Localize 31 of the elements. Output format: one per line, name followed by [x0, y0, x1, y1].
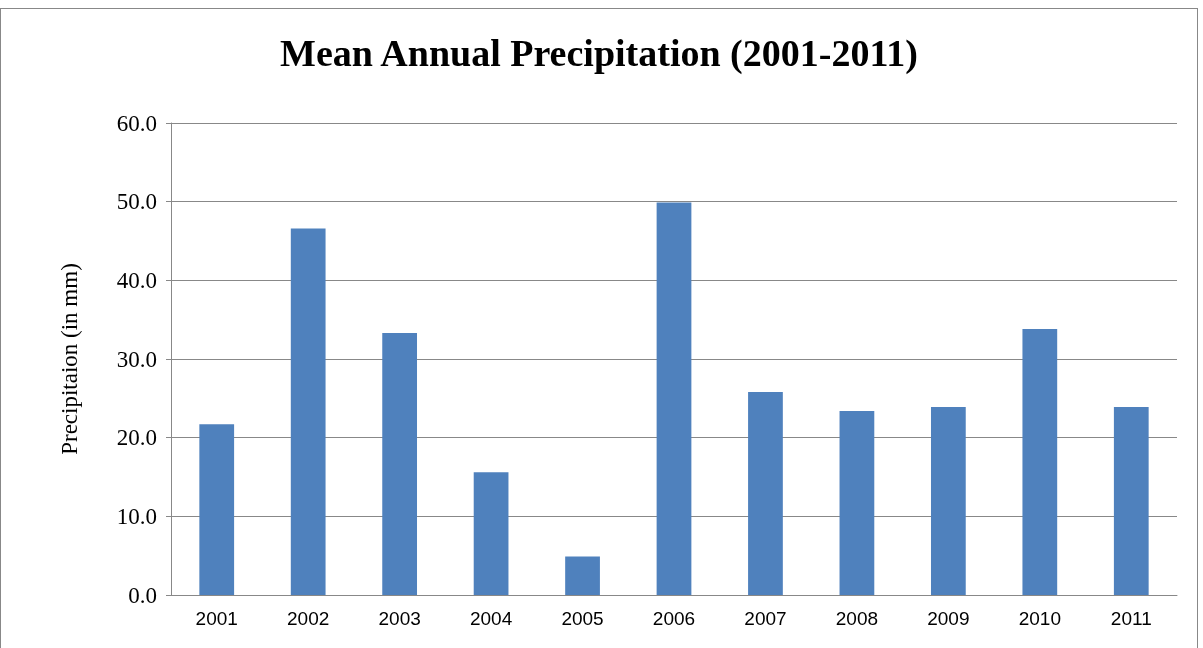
bar	[1022, 329, 1058, 595]
x-tick-label: 2010	[1018, 608, 1061, 629]
y-tick-label: 10.0	[116, 503, 157, 529]
y-tick-label: 60.0	[116, 110, 157, 136]
bar	[290, 228, 326, 595]
chart-title: Mean Annual Precipitation (2001-2011)	[280, 32, 918, 75]
bar	[839, 410, 875, 595]
x-tick-label: 2008	[835, 608, 879, 629]
x-tick-label: 2005	[561, 608, 604, 629]
y-tick-label: 50.0	[116, 189, 157, 215]
x-tick-label: 2001	[195, 608, 238, 629]
bar	[656, 202, 692, 595]
x-tick-label: 2002	[287, 608, 330, 629]
bar	[748, 392, 783, 595]
y-tick-label: 40.0	[116, 267, 157, 293]
bar	[1113, 406, 1149, 595]
y-tick-label: 0.0	[128, 582, 157, 608]
x-tick-label: 2011	[1110, 608, 1152, 629]
x-tick-label: 2009	[927, 608, 970, 629]
bar	[565, 556, 600, 595]
x-tick-label: 2003	[378, 608, 421, 629]
x-tick-label: 2007	[744, 608, 787, 629]
y-axis-title: Precipitaion (in mm)	[57, 263, 82, 455]
y-tick-label: 20.0	[116, 425, 157, 451]
bar	[199, 424, 235, 595]
bar	[382, 333, 418, 595]
bar	[930, 406, 966, 595]
x-tick-label: 2004	[469, 608, 513, 629]
x-tick-label: 2006	[652, 608, 696, 629]
bar	[473, 472, 509, 595]
y-tick-label: 30.0	[116, 346, 157, 372]
